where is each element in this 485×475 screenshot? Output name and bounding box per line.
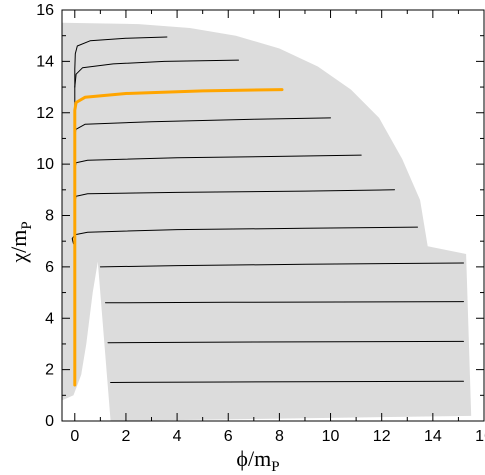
trajectory-1 — [74, 59, 239, 88]
trajectory-10 — [110, 380, 464, 383]
x-tick-label: 6 — [224, 428, 233, 445]
y-tick-label: 16 — [36, 2, 54, 19]
x-tick-label: 2 — [121, 428, 130, 445]
y-tick-label: 10 — [36, 156, 54, 173]
plot-area — [62, 22, 472, 421]
x-tick-label: 14 — [424, 428, 442, 445]
y-tick-label: 0 — [45, 413, 54, 430]
trajectory-7 — [99, 262, 464, 268]
y-tick-label: 4 — [45, 310, 54, 327]
y-tick-label: 6 — [45, 259, 54, 276]
y-axis-label: χ/mP — [6, 221, 35, 263]
x-tick-label: 8 — [275, 428, 284, 445]
y-tick-label: 8 — [45, 208, 54, 225]
x-axis-label: ϕ/mP — [236, 446, 279, 475]
x-tick-label: 0 — [70, 428, 79, 445]
trajectory-9 — [107, 340, 464, 344]
x-tick-label: 16 — [475, 428, 485, 445]
x-axis-label-subscript: P — [271, 459, 279, 475]
y-axis-label-subscript: P — [19, 221, 35, 229]
y-tick-label: 14 — [36, 53, 54, 70]
x-tick-label: 10 — [322, 428, 340, 445]
shaded-region — [62, 22, 472, 421]
trajectory-0 — [74, 36, 168, 383]
x-tick-label: 4 — [173, 428, 182, 445]
x-tick-label: 12 — [373, 428, 391, 445]
y-tick-label: 12 — [36, 105, 54, 122]
highlighted-trajectory — [73, 88, 284, 387]
y-tick-label: 2 — [45, 362, 54, 379]
trajectory-8 — [105, 301, 464, 304]
axes: 0 2 4 6 8 10 12 14 16 0 2 4 6 8 10 12 14 16 — [36, 2, 485, 445]
trajectory-6 — [71, 226, 418, 245]
